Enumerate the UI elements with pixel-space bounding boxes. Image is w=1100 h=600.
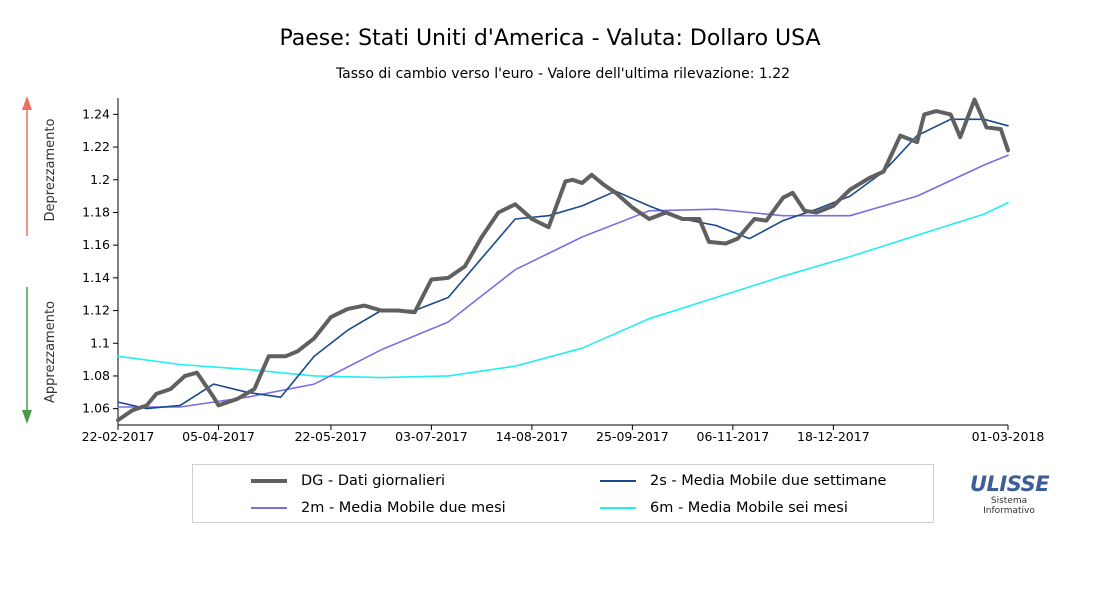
chart-subtitle: Tasso di cambio verso l'euro - Valore de… [335, 66, 791, 82]
x-tick-label: 03-07-2017 [395, 429, 468, 444]
y-tick-label: 1.16 [82, 237, 110, 252]
y-tick-label: 1.2 [90, 172, 110, 187]
y-tick-label: 1.24 [82, 106, 110, 121]
y-tick-label: 1.22 [82, 139, 110, 154]
y-tick-label: 1.1 [90, 335, 110, 350]
x-tick-label: 01-03-2018 [972, 429, 1045, 444]
x-tick-label: 22-02-2017 [82, 429, 155, 444]
x-tick-label: 25-09-2017 [596, 429, 669, 444]
y-tick-label: 1.08 [82, 368, 110, 383]
series-layer [116, 97, 1010, 423]
series-line-2s [117, 118, 1009, 410]
legend-item-2s[interactable]: 2s - Media Mobile due settimane [600, 473, 886, 489]
legend-swatch-2m [251, 507, 287, 509]
legend-label-6m: 6m - Media Mobile sei mesi [650, 500, 848, 516]
legend-swatch-2s [600, 480, 636, 482]
legend-swatch-dg [251, 479, 287, 483]
legend-label-2m: 2m - Media Mobile due mesi [301, 500, 506, 516]
logo-wordmark: ULISSE [970, 472, 1050, 496]
logo-subtitle-2: Informativo [983, 506, 1035, 516]
x-tick-label: 14-08-2017 [496, 429, 569, 444]
legend-item-6m[interactable]: 6m - Media Mobile sei mesi [600, 500, 848, 516]
side-annotations: Deprezzamento Apprezzamento [22, 96, 58, 424]
legend-swatch-6m [600, 507, 636, 509]
legend-item-2m[interactable]: 2m - Media Mobile due mesi [251, 500, 506, 516]
x-tick-label: 05-04-2017 [182, 429, 255, 444]
x-tick-label: 18-12-2017 [797, 429, 870, 444]
chart-axes: 1.06 1.08 1.1 1.12 1.14 1.16 1.18 1.2 1.22 1.24 22… [82, 98, 1045, 444]
legend-label-2s: 2s - Media Mobile due settimane [650, 473, 887, 489]
x-tick-label: 06-11-2017 [697, 429, 770, 444]
ulisse-logo: ULISSE Sistema Informativo [970, 472, 1050, 516]
y-tick-label: 1.18 [82, 204, 110, 219]
depreciation-label: Deprezzamento [43, 119, 58, 222]
series-line-6m [117, 201, 1009, 379]
legend-label-dg: DG - Dati giornalieri [301, 473, 446, 489]
series-line-2m [117, 154, 1009, 408]
appreciation-label: Apprezzamento [43, 301, 58, 403]
legend-item-dg[interactable]: DG - Dati giornalieri [251, 473, 445, 489]
y-tick-label: 1.06 [82, 401, 110, 416]
logo-subtitle-1: Sistema [990, 496, 1028, 506]
appreciation-arrow-head [22, 410, 32, 424]
legend: DG - Dati giornalieri 2s - Media Mobile … [192, 464, 934, 523]
y-tick-label: 1.14 [82, 270, 110, 285]
y-tick-label: 1.12 [82, 303, 110, 318]
x-tick-label: 22-05-2017 [295, 429, 368, 444]
depreciation-arrow-head [22, 96, 32, 110]
chart-title: Paese: Stati Uniti d'America - Valuta: D… [279, 26, 821, 51]
series-line-dg [116, 97, 1010, 423]
